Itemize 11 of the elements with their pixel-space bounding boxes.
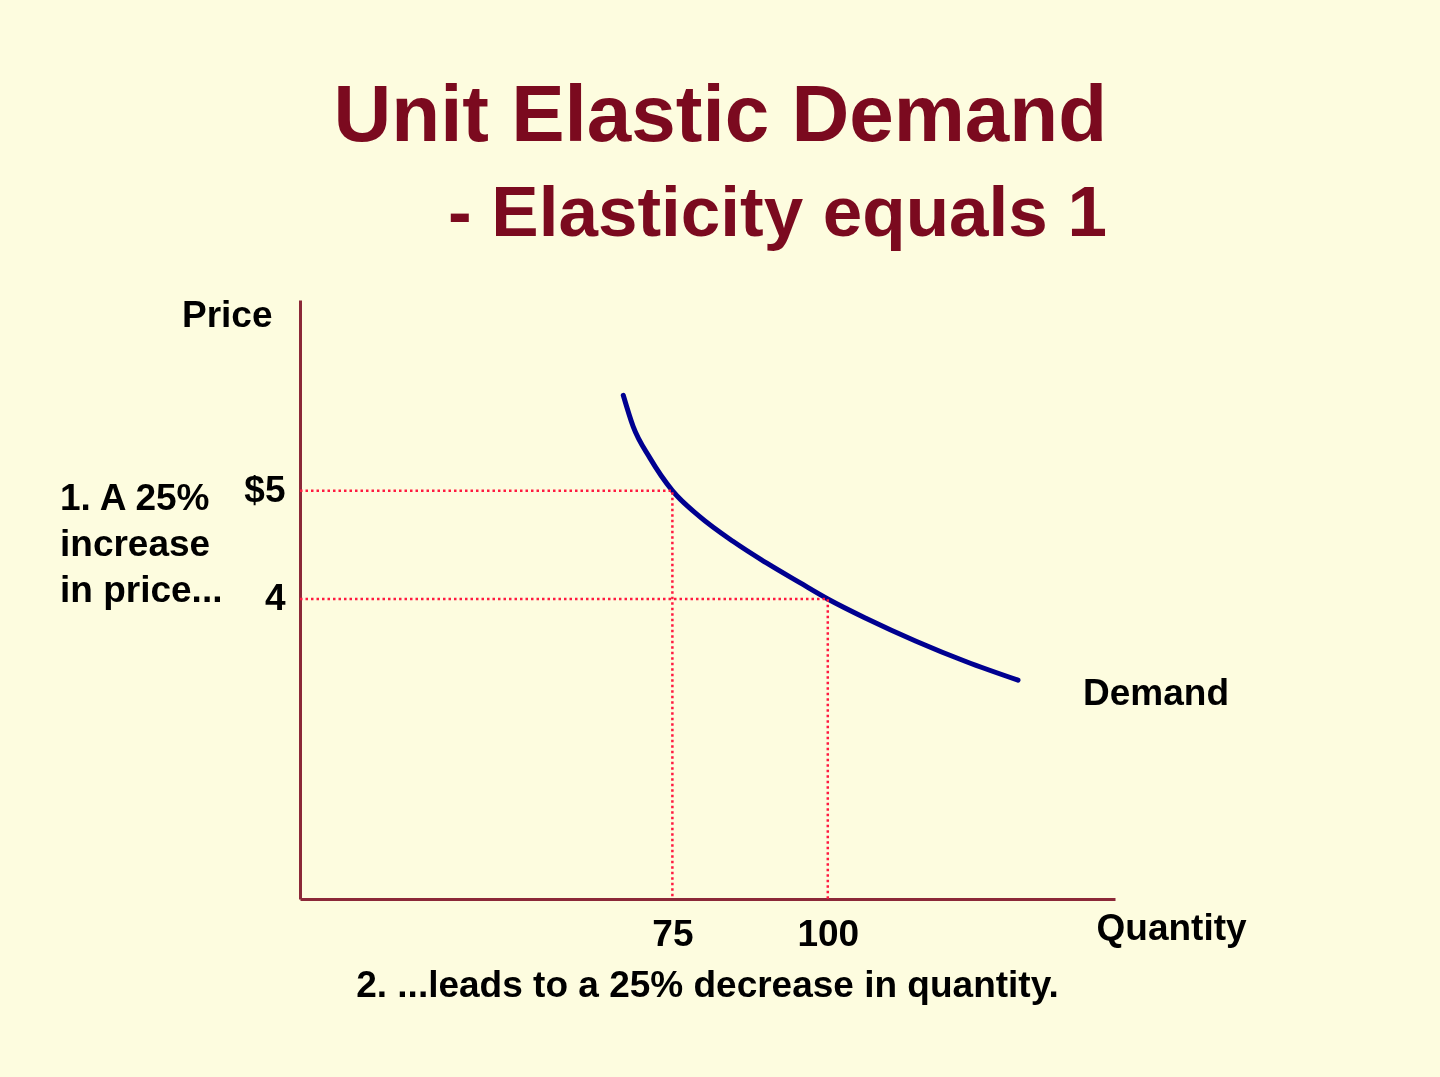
chart-subtitle: - Elasticity equals 1 [447,172,1107,251]
y-axis-title: Price [181,293,273,335]
text: 1. A 25% increase in price... [60,477,223,610]
x-tick-label: 100 [797,912,860,954]
series-label: Demand [1083,672,1229,714]
text: 2. ...leads to a 25% decrease in quantity. [356,964,1059,1005]
chart-title: Unit Elastic Demand [333,69,1107,158]
y-tick-label: 4 [264,577,286,619]
x-axis-title: Quantity [1096,906,1247,948]
y-tick-label: $5 [244,469,286,511]
x-tick-label: 75 [652,912,694,954]
